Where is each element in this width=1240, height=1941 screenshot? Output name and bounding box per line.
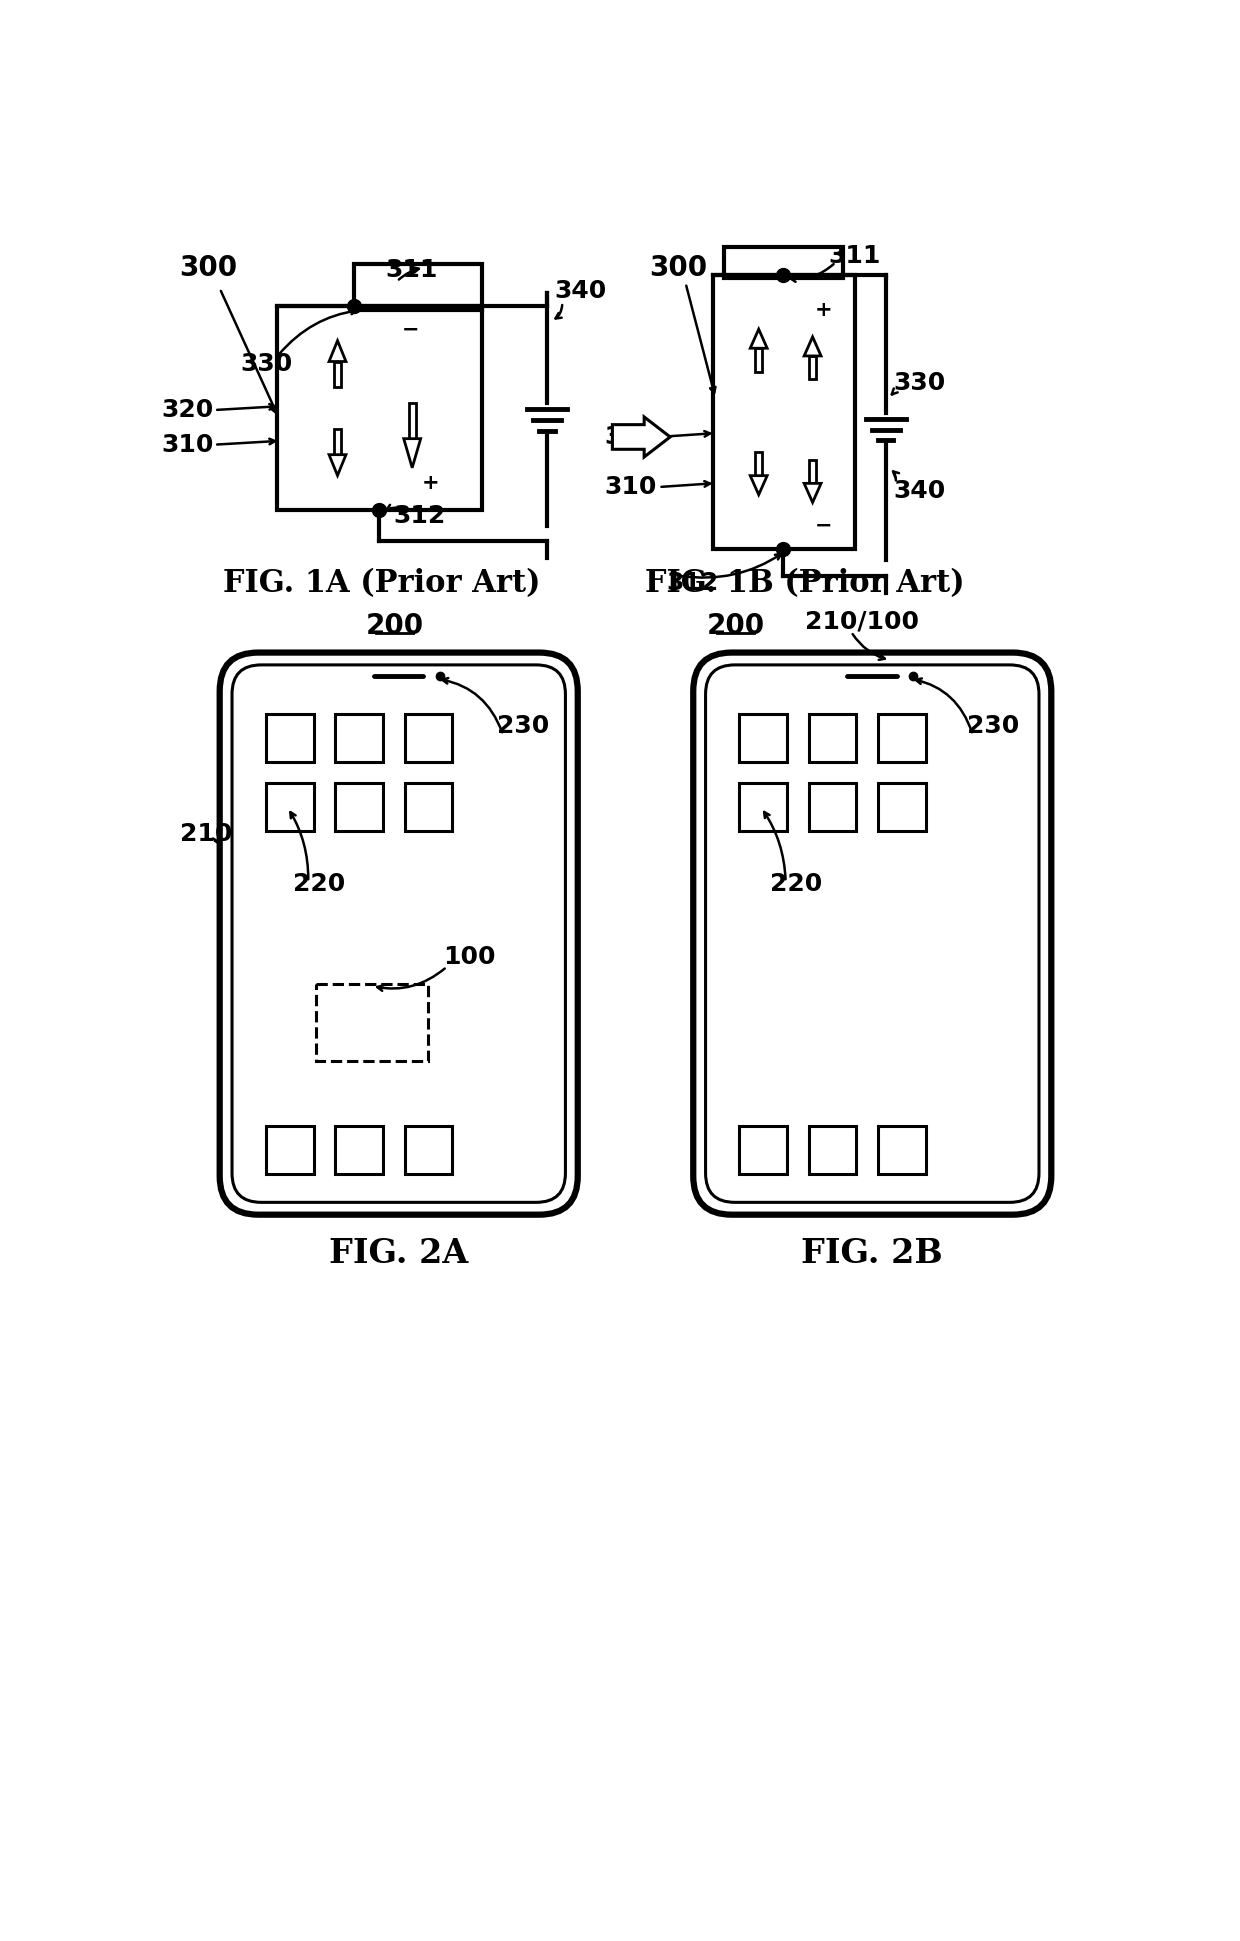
Text: FIG. 2B: FIG. 2B — [801, 1236, 942, 1269]
Polygon shape — [755, 347, 763, 371]
Text: 312: 312 — [393, 505, 445, 528]
FancyBboxPatch shape — [706, 666, 1039, 1201]
Text: 330: 330 — [241, 351, 293, 377]
Polygon shape — [334, 429, 341, 454]
Text: 310: 310 — [605, 476, 657, 499]
Text: 311: 311 — [828, 245, 880, 268]
Text: FIG. 1B (Prior Art): FIG. 1B (Prior Art) — [645, 569, 965, 598]
Text: 340: 340 — [894, 479, 946, 503]
Text: 300: 300 — [180, 254, 238, 283]
FancyBboxPatch shape — [232, 666, 565, 1201]
Text: 220: 220 — [770, 872, 822, 895]
Text: 311: 311 — [386, 258, 438, 281]
Text: 220: 220 — [293, 872, 345, 895]
Polygon shape — [329, 342, 346, 361]
Text: −: − — [402, 318, 419, 340]
Polygon shape — [329, 454, 346, 476]
Polygon shape — [613, 417, 670, 456]
Text: −: − — [815, 516, 832, 536]
Text: 210: 210 — [180, 821, 232, 846]
Text: 230: 230 — [497, 714, 549, 738]
Text: FIG. 2A: FIG. 2A — [329, 1236, 467, 1269]
Polygon shape — [334, 361, 341, 386]
Text: 340: 340 — [554, 280, 606, 303]
Polygon shape — [810, 460, 816, 483]
Polygon shape — [404, 439, 420, 468]
Text: 100: 100 — [443, 945, 496, 969]
Text: 200: 200 — [366, 611, 424, 641]
Polygon shape — [810, 355, 816, 378]
Polygon shape — [409, 404, 415, 439]
Polygon shape — [755, 452, 763, 476]
Text: 312: 312 — [666, 571, 718, 596]
Text: 320: 320 — [161, 398, 213, 421]
Text: +: + — [815, 301, 832, 320]
FancyBboxPatch shape — [693, 652, 1052, 1215]
FancyBboxPatch shape — [219, 652, 578, 1215]
Text: +: + — [422, 474, 439, 493]
Polygon shape — [804, 483, 821, 503]
Text: 200: 200 — [707, 611, 765, 641]
Text: 310: 310 — [161, 433, 213, 456]
Text: FIG. 1A (Prior Art): FIG. 1A (Prior Art) — [223, 569, 541, 598]
Polygon shape — [750, 476, 768, 495]
Text: 330: 330 — [894, 371, 946, 396]
Text: 210/100: 210/100 — [805, 609, 919, 635]
Text: 300: 300 — [650, 254, 708, 283]
Text: 230: 230 — [967, 714, 1019, 738]
Polygon shape — [804, 338, 821, 355]
Polygon shape — [750, 330, 768, 347]
Text: 320: 320 — [605, 425, 657, 448]
